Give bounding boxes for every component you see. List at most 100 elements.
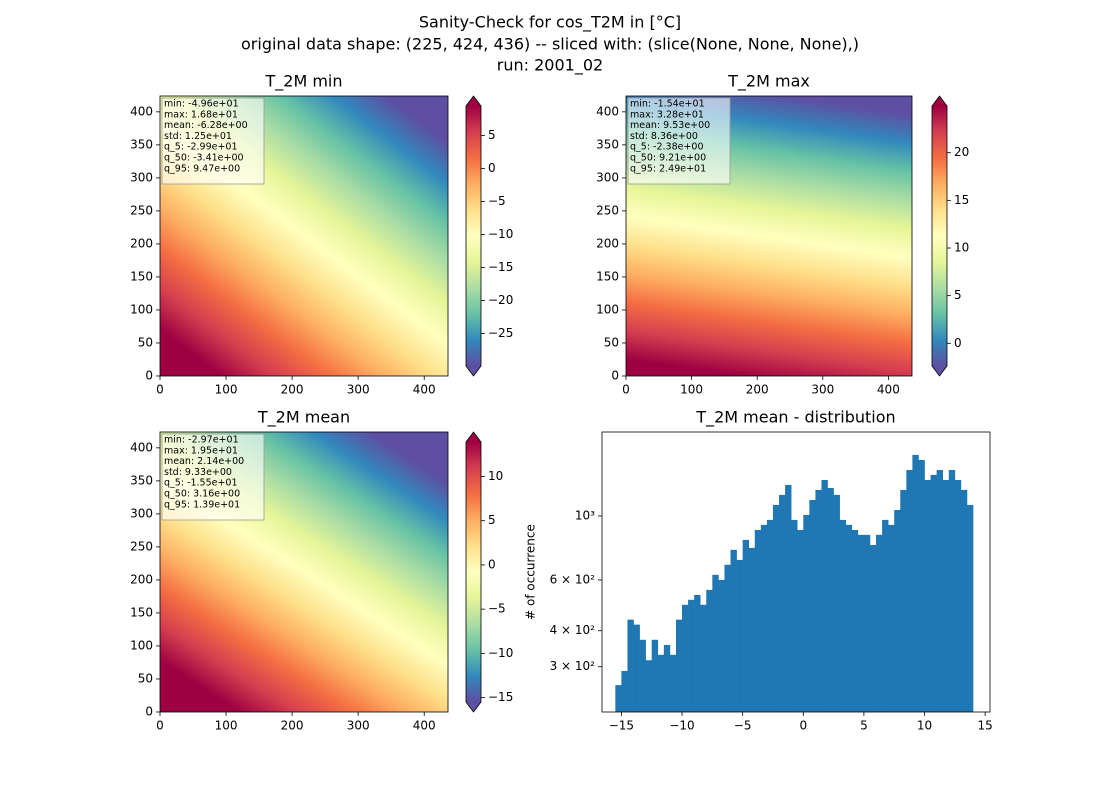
colorbar-extend	[466, 702, 481, 712]
histogram-bar	[742, 539, 750, 712]
y-tick-label: 0	[145, 369, 153, 383]
axes-title: T_2M min	[264, 72, 342, 92]
y-tick-label: 50	[138, 671, 153, 685]
stats-text: q_5: -1.55e+01	[164, 478, 238, 489]
stats-text: mean: 2.14e+00	[164, 456, 244, 467]
axes-title: T_2M max	[727, 72, 810, 92]
histogram-bar	[809, 499, 816, 712]
x-tick-label: 300	[347, 383, 370, 397]
x-tick-label: 400	[877, 383, 900, 397]
stats-text: max: 3.28e+01	[630, 109, 704, 120]
x-tick-label: 100	[215, 719, 238, 733]
y-tick-label: 50	[138, 335, 153, 349]
colorbar-extend	[932, 96, 947, 106]
histogram-bar	[615, 685, 622, 712]
histogram-bar	[736, 559, 743, 712]
y-tick-label: 250	[596, 203, 619, 217]
colorbar	[466, 106, 481, 366]
figure-title: Sanity-Check for cos_T2M in [°C]	[419, 13, 681, 33]
histogram-bar	[912, 454, 919, 712]
stats-text: max: 1.68e+01	[164, 109, 238, 120]
histogram-bar	[706, 589, 713, 712]
colorbar-tick-label: 5	[488, 128, 496, 142]
x-tick-label: 0	[156, 383, 164, 397]
histogram-bar	[954, 479, 962, 712]
histogram-bar	[918, 460, 925, 712]
stats-text: q_50: 3.16e+00	[164, 489, 240, 500]
histogram-bar	[694, 594, 701, 712]
histogram-bar	[730, 549, 737, 712]
y-tick-label: 150	[130, 269, 153, 283]
histogram-bar	[888, 524, 895, 712]
histogram-bar	[936, 470, 944, 712]
y-tick-label: 300	[130, 506, 153, 520]
histogram-bar	[906, 470, 913, 712]
x-tick-label: 0	[622, 383, 630, 397]
histogram-bar	[669, 654, 677, 712]
histogram-bar	[724, 564, 731, 712]
y-tick-label: 400	[596, 104, 619, 118]
colorbar-tick-label: 10	[954, 241, 969, 255]
histogram-bar	[815, 489, 822, 712]
stats-text: mean: -6.28e+00	[164, 120, 248, 131]
colorbar-tick-label: 20	[954, 145, 969, 159]
y-axis-label: # of occurrence	[524, 524, 538, 620]
histogram-bar	[633, 624, 640, 712]
histogram-bar	[845, 524, 853, 712]
stats-box	[161, 433, 265, 521]
x-tick-label: 0	[799, 719, 807, 733]
figure-title: original data shape: (225, 424, 436) -- …	[241, 35, 859, 54]
histogram-bar	[882, 519, 889, 712]
colorbar-tick-label: −25	[488, 326, 513, 340]
stats-text: std: 8.36e+00	[630, 131, 698, 142]
histogram-bar	[748, 547, 756, 712]
x-tick-label: 200	[281, 719, 304, 733]
x-tick-label: −10	[669, 719, 694, 733]
y-tick-label: 6 × 10²	[550, 572, 596, 586]
x-tick-label: 100	[215, 383, 238, 397]
x-tick-label: 100	[680, 383, 703, 397]
figure-title: run: 2001_02	[497, 56, 603, 76]
y-tick-label: 150	[130, 605, 153, 619]
histogram-bar	[675, 619, 683, 712]
y-tick-label: 0	[145, 705, 153, 719]
colorbar-tick-label: 0	[488, 161, 496, 175]
axes-frame	[159, 95, 449, 377]
x-tick-label: 300	[347, 719, 370, 733]
colorbar	[466, 442, 481, 702]
colorbar-tick-label: 0	[488, 557, 496, 571]
histogram-bar	[627, 619, 634, 712]
histogram-bar	[657, 654, 665, 712]
colorbar-frame	[465, 431, 482, 713]
y-tick-label: 100	[596, 302, 619, 316]
y-tick-label: 300	[130, 170, 153, 184]
histogram-bar	[869, 545, 877, 712]
histogram-bar	[821, 479, 828, 712]
y-tick-label: 0	[611, 369, 619, 383]
y-tick-label: 400	[130, 104, 153, 118]
colorbar-extend	[466, 366, 481, 376]
histogram-bar	[785, 484, 792, 712]
histogram-bar	[772, 504, 780, 712]
x-tick-label: −15	[609, 719, 634, 733]
histogram-bar	[754, 529, 762, 712]
x-tick-label: 400	[413, 719, 436, 733]
x-tick-label: 200	[746, 383, 769, 397]
histogram-bar	[839, 519, 847, 712]
x-tick-label: 300	[811, 383, 834, 397]
stats-text: q_5: -2.99e+01	[164, 142, 238, 153]
y-tick-label: 100	[130, 638, 153, 652]
colorbar	[932, 106, 947, 366]
stats-box	[161, 97, 265, 185]
y-tick-label: 4 × 10²	[550, 623, 596, 637]
y-tick-label: 200	[130, 236, 153, 250]
stats-text: q_5: -2.38e+00	[630, 142, 704, 153]
axes-title: T_2M mean	[257, 408, 350, 428]
stats-text: std: 9.33e+00	[164, 467, 232, 478]
histogram-bar	[760, 524, 768, 712]
y-tick-label: 250	[130, 203, 153, 217]
colorbar-tick-label: −15	[488, 690, 513, 704]
histogram-bar	[960, 489, 968, 712]
histogram-bar	[851, 529, 859, 712]
